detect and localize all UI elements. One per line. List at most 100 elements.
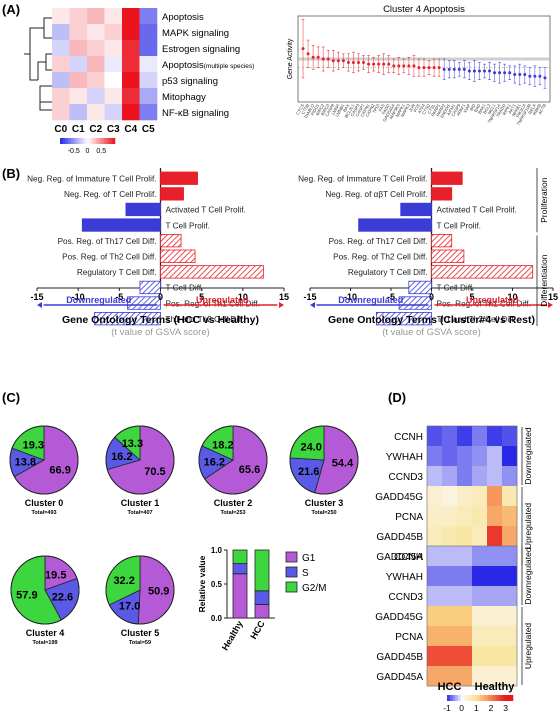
heatmap-cell: [472, 526, 488, 547]
bar-label: T Cell Prolif.: [437, 221, 481, 230]
row-label-main: Estrogen signaling: [162, 44, 240, 55]
group-label: Differentiation: [539, 254, 549, 307]
legend-swatch: [285, 581, 298, 593]
x-axis-subtitle: (t value of GSVA score): [382, 327, 481, 338]
heatmap-cell: [472, 666, 518, 687]
pie-title: Cluster 0: [25, 498, 64, 508]
heatmap-cell: [139, 8, 158, 25]
bar-label: Pos. Reg. of Th2 Cell Diff.: [333, 253, 427, 262]
dotplot-gene-label: XIAP: [462, 103, 471, 114]
heatmap-cell: [122, 104, 140, 121]
heatmap-cell: [52, 88, 70, 105]
scale-swatch: [493, 695, 497, 701]
scale-tick-label: 0: [459, 703, 464, 713]
scale-swatch: [73, 138, 77, 144]
x-tick-label: Healthy: [220, 619, 245, 652]
heatmap-cell: [52, 8, 70, 25]
bar-label: Regulatory T Cell Diff.: [348, 268, 428, 277]
pie-outline: [10, 555, 80, 625]
dotplot-gene-label: AIFM1: [446, 102, 457, 116]
panel-label-a: (A): [2, 2, 20, 17]
pie-slice-label: 18.2: [212, 439, 233, 451]
heatmap-cell: [122, 24, 140, 41]
heatmap-cell: [104, 24, 123, 41]
dotplot-gene-label: CASP9: [450, 102, 462, 117]
scale-swatch: [93, 138, 97, 144]
scale-swatch: [488, 695, 492, 701]
group-label: Proliferation: [539, 177, 549, 223]
heatmap-row-label: YWHAH: [386, 452, 423, 463]
scale-swatch: [71, 138, 75, 144]
heatmap-cell: [139, 72, 158, 89]
heatmap-cell: [472, 566, 518, 587]
heatmap-cell: [122, 72, 140, 89]
heatmap-cell: [487, 466, 503, 487]
dotplot-gene-label: MAPK1: [394, 102, 406, 117]
bar-label: Neg. Reg. of αβT Cell Prolif.: [325, 190, 427, 199]
bar-label: T Cell Diff.: [166, 284, 204, 293]
dotplot-point: [513, 72, 517, 76]
dotplot-gene-label: CTSD: [421, 103, 431, 115]
heatmap-cell: [457, 446, 473, 467]
heatmap-row-label: Mitophagy: [162, 92, 206, 103]
heatmap-cell: [104, 8, 123, 25]
heatmap-col-label: C2: [89, 124, 102, 135]
heatmap-cell: [427, 486, 443, 507]
heatmap-cell: [87, 8, 105, 25]
dotplot-point: [397, 64, 401, 68]
bar: [160, 233, 182, 248]
stack-segment: [232, 563, 248, 575]
pie-title: Cluster 5: [121, 628, 160, 638]
legend-label: S: [302, 568, 309, 579]
scale-swatch: [60, 138, 64, 144]
dotplot-gene-label: RELA: [527, 103, 537, 115]
heatmap-cell: [139, 24, 158, 41]
dotplot-gene-label: FAS: [377, 103, 385, 113]
heatmap-cell: [69, 8, 88, 25]
heatmap-row-label: Apoptosis: [162, 12, 204, 23]
pie-slice-label: 19.3: [23, 440, 44, 452]
heatmap-cell: [442, 506, 458, 527]
heatmap-row-label: p53 signaling: [162, 76, 218, 87]
heatmap-cell: [457, 486, 473, 507]
bar: [376, 311, 432, 326]
scale-tick-label: -0.5: [68, 148, 80, 155]
dotplot-gene-label: TP53: [371, 102, 381, 114]
dotplot-point: [493, 71, 497, 75]
bar-label: Pos. Reg. of Th1 Cell Diff.: [166, 299, 260, 308]
heatmap-row-label: PCNA: [395, 632, 423, 643]
scale-tick-label: 2: [489, 703, 494, 713]
scale-swatch: [507, 695, 511, 701]
scale-swatch: [471, 695, 475, 701]
dotplot-gene-label: PIK3CA: [515, 103, 527, 119]
scale-swatch: [455, 695, 459, 701]
heatmap-cell: [427, 586, 473, 607]
heatmap-cell: [427, 466, 443, 487]
group-label: Upregulated: [523, 623, 533, 670]
scale-swatch: [109, 138, 113, 144]
dotplot-point: [523, 72, 527, 76]
bar-label: Neg. Reg. of Immature T Cell Prolif.: [27, 175, 156, 184]
dotplot-point: [372, 62, 376, 66]
scale-tick-label: 0: [86, 148, 90, 155]
pie-slice-label: 54.4: [332, 458, 354, 470]
pie-outline: [105, 555, 175, 625]
scale-swatch: [499, 695, 503, 701]
dotplot-point: [538, 74, 542, 78]
up-arrow-label: Upregulated: [196, 295, 249, 305]
dotplot-point: [498, 71, 502, 75]
dotplot-gene-label: CAPN2: [364, 102, 376, 117]
row-label-suffix: (multiple species): [204, 63, 255, 70]
dotplot-gene-label: BAD: [473, 103, 482, 113]
pie-slice-label: 17.0: [119, 601, 140, 613]
heatmap-col-label: C3: [107, 124, 120, 135]
group-label: Downregulated: [523, 547, 533, 604]
heatmap-cell: [472, 466, 488, 487]
y-tick-label: 1.0: [211, 546, 223, 555]
scale-swatch: [496, 695, 500, 701]
pie-slice-label: 13.3: [122, 438, 143, 450]
pie-slice-label: 66.9: [49, 464, 70, 476]
heatmap-cell: [427, 506, 443, 527]
dotplot-gene-label: NFKB1: [511, 102, 522, 117]
